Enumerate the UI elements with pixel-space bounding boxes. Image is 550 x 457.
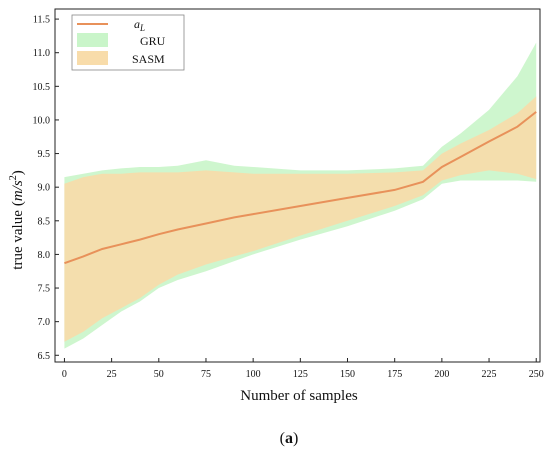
series-line-0 [64,111,537,265]
x-tick-label: 25 [107,369,117,380]
band-layer [64,42,537,349]
y-tick-label: 10.5 [33,82,51,93]
y-tick-label: 10.0 [33,115,51,126]
y-tick-label: 9.0 [38,183,51,194]
y-axis-label-unit: m/s [10,180,26,201]
legend-swatch-gru [77,33,108,47]
x-tick-label: 125 [293,369,308,380]
x-tick-label: 175 [387,369,402,380]
figure-caption: (a) [280,430,299,447]
legend-swatch-sasm [77,51,108,65]
x-axis-label: Number of samples [240,388,358,404]
x-tick-label: 0 [62,369,67,380]
x-tick-label: 250 [529,369,544,380]
x-tick-label: 75 [201,369,211,380]
tick-layer: 0 25 50 75 100 125 150 175 200 225 250 6.5 7.0 7.5 8.0… [33,15,544,380]
y-tick-label: 7.5 [38,284,51,295]
legend-label-sasm: SASM [132,52,165,66]
y-tick-label: 11.0 [33,48,50,59]
x-tick-label: 100 [246,369,261,380]
x-tick-label: 200 [434,369,449,380]
legend: aL GRU SASM [71,14,185,71]
y-tick-label: 8.0 [38,250,51,261]
y-axis-label-unit-exp: 2 [8,175,19,180]
band-sasm [64,96,537,342]
legend-label-line: aL [134,17,145,33]
y-axis-label-open: ( [10,201,26,206]
y-axis-label: true value (m/s2) [8,170,26,269]
x-tick-label: 150 [340,369,355,380]
x-tick-label: 50 [154,369,164,380]
legend-label-gru: GRU [140,34,166,48]
y-tick-label: 9.5 [38,149,51,160]
line-layer [64,111,537,265]
plot-frame [54,8,541,363]
y-tick-label: 7.0 [38,317,51,328]
y-tick-label: 8.5 [38,216,51,227]
y-axis-label-main: true value [10,210,26,270]
x-tick-label: 225 [482,369,497,380]
y-tick-label: 6.5 [38,351,51,362]
y-axis-label-close: ) [10,170,26,175]
y-tick-label: 11.5 [33,15,50,26]
